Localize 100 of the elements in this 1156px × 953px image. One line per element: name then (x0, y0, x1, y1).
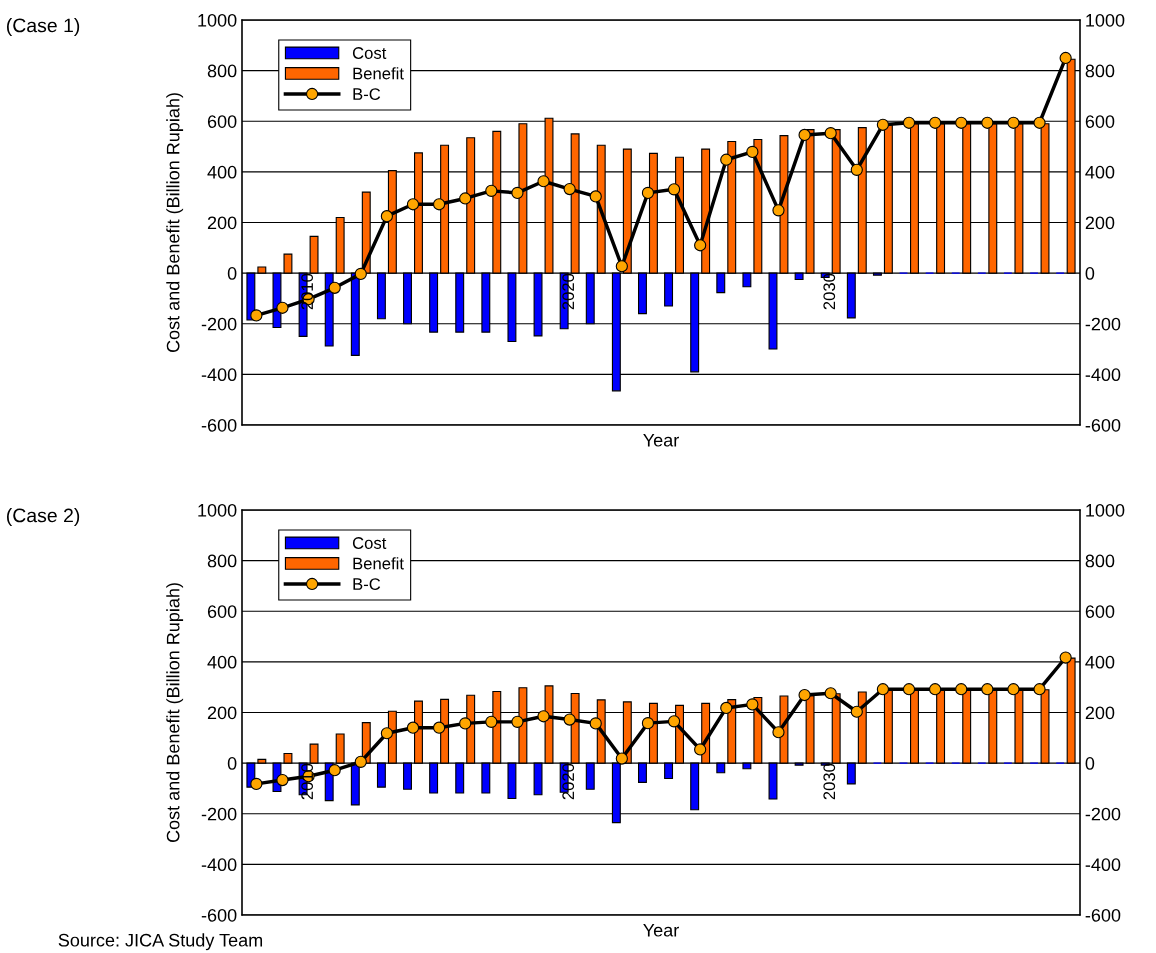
point (328, 764, 341, 777)
y-axis-title: Cost and Benefit (Billion Rupiah) (166, 93, 184, 353)
y2-tick-label: -400 (1085, 368, 1121, 382)
point (354, 267, 367, 280)
y-tick-label: -400 (201, 368, 237, 382)
y2-tick-label: -600 (1085, 418, 1121, 432)
y-tick-label: 600 (207, 605, 237, 618)
y2-tick-label: 0 (1085, 757, 1095, 770)
point (981, 116, 994, 129)
y2-tick-label: -600 (1085, 908, 1121, 922)
point (485, 715, 498, 728)
point (955, 683, 968, 696)
point (511, 186, 524, 199)
point (1059, 651, 1072, 664)
y-tick-label: 200 (207, 216, 237, 230)
point (250, 309, 263, 322)
point (537, 710, 550, 723)
point (772, 726, 785, 739)
point (746, 698, 759, 711)
legend-label: Benefit (353, 557, 404, 570)
point (772, 204, 785, 217)
point (955, 116, 968, 129)
point (589, 717, 602, 730)
point (432, 198, 446, 211)
point (432, 721, 446, 734)
legend-label: Cost (352, 47, 387, 59)
text: (Case 2) (6, 508, 80, 527)
point (276, 301, 289, 314)
y-tick-label: -400 (201, 858, 237, 872)
point (1007, 683, 1020, 696)
y-tick-label: 1000 (198, 13, 237, 27)
point (380, 727, 393, 740)
y2-tick-label: 600 (1085, 115, 1115, 128)
point (459, 192, 472, 205)
y-axis-title: Cost and Benefit (Billion Rupiah) (166, 583, 184, 843)
y2-tick-label: 200 (1085, 216, 1115, 230)
point (1033, 116, 1046, 129)
point (511, 715, 524, 728)
point (981, 683, 994, 696)
point (406, 721, 420, 734)
point (589, 190, 602, 203)
legend-label: Benefit (353, 67, 404, 80)
point (850, 163, 863, 176)
y2-tick-label: -200 (1085, 317, 1121, 331)
point (667, 715, 681, 728)
y-tick-label: -600 (201, 418, 237, 432)
y2-tick-label: 400 (1085, 165, 1115, 179)
point (563, 713, 576, 726)
y-tick-label: 400 (207, 165, 237, 179)
y-tick-label: 0 (227, 757, 237, 770)
point (563, 182, 576, 196)
x-tick-label: 2010 (301, 763, 314, 800)
x-tick-label: 2020 (562, 763, 575, 800)
x-tick-label: 2030 (823, 763, 836, 800)
y-tick-label: -200 (201, 317, 237, 331)
y-tick-label: 1000 (198, 503, 237, 517)
point (824, 127, 837, 140)
point (485, 184, 498, 197)
point (902, 683, 916, 696)
point (276, 773, 289, 787)
y-tick-label: 200 (207, 706, 237, 720)
y-tick-label: 800 (207, 64, 237, 78)
y2-tick-label: 0 (1085, 267, 1095, 280)
y2-tick-label: 600 (1085, 605, 1115, 618)
point (720, 701, 733, 715)
point (850, 705, 863, 718)
point (667, 183, 681, 196)
x-axis-title: Year (643, 924, 679, 937)
point (798, 688, 811, 702)
x-tick-label: 2030 (823, 273, 836, 310)
y2-tick-label: 200 (1085, 706, 1115, 720)
legend-label: Cost (352, 537, 387, 549)
point (641, 186, 655, 199)
y2-tick-label: 1000 (1086, 13, 1125, 27)
y-tick-label: -600 (201, 908, 237, 922)
point (694, 239, 707, 252)
source-note: Source: JICA Study Team (58, 933, 263, 951)
y-tick-label: -200 (201, 807, 237, 821)
point (615, 260, 628, 273)
y2-tick-label: 800 (1085, 64, 1115, 78)
y2-tick-label: -200 (1085, 807, 1121, 821)
x-tick-label: 2010 (301, 273, 314, 310)
point (798, 128, 811, 142)
point (641, 717, 655, 730)
y-tick-label: 400 (207, 655, 237, 669)
point (354, 755, 367, 768)
point (250, 777, 263, 790)
y-tick-label: 0 (227, 267, 237, 280)
point (720, 153, 733, 166)
legend-label: B-C (353, 578, 381, 590)
point (380, 210, 393, 223)
point (615, 752, 628, 765)
y-tick-label: 600 (207, 115, 237, 128)
y2-tick-label: 1000 (1086, 503, 1125, 517)
point (876, 683, 890, 696)
x-tick-label: 2020 (562, 273, 575, 310)
y2-tick-label: 800 (1085, 554, 1115, 568)
point (459, 717, 472, 730)
point (876, 118, 890, 131)
point (1033, 683, 1046, 696)
